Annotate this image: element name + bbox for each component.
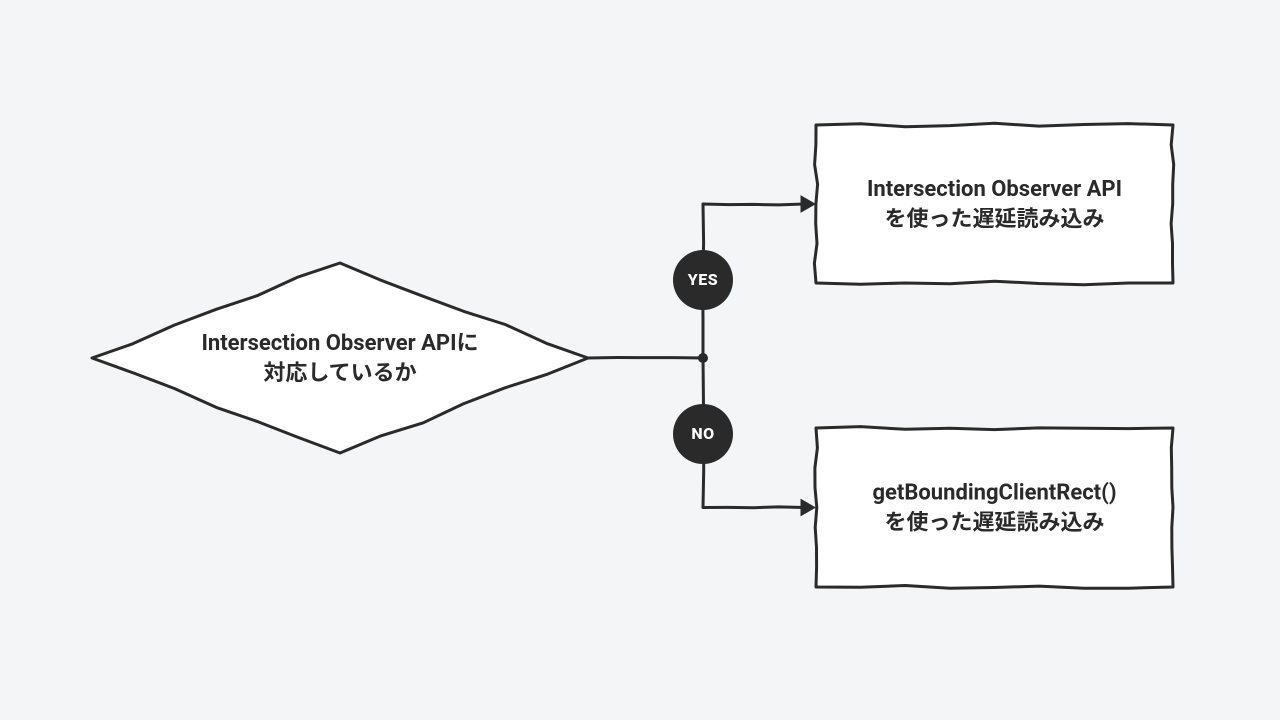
arrow-yes	[801, 196, 815, 212]
badge-yes-label: YES	[687, 270, 718, 289]
decision-text-line2: 対応しているか	[263, 361, 416, 386]
box-no-line2: を使った遅延読み込み	[884, 510, 1104, 535]
box-no	[815, 427, 1173, 589]
edge-main	[588, 358, 703, 359]
box-no-line1: getBoundingClientRect()	[872, 480, 1116, 505]
box-yes-line1: Intersection Observer API	[867, 177, 1122, 202]
box-yes	[814, 123, 1173, 284]
decision-text-line1: Intersection Observer APIに	[201, 331, 478, 356]
box-yes-line2: を使った遅延読み込み	[884, 207, 1104, 232]
arrow-no	[801, 500, 815, 516]
badge-no-label: NO	[691, 424, 714, 443]
decision-node	[92, 263, 588, 453]
